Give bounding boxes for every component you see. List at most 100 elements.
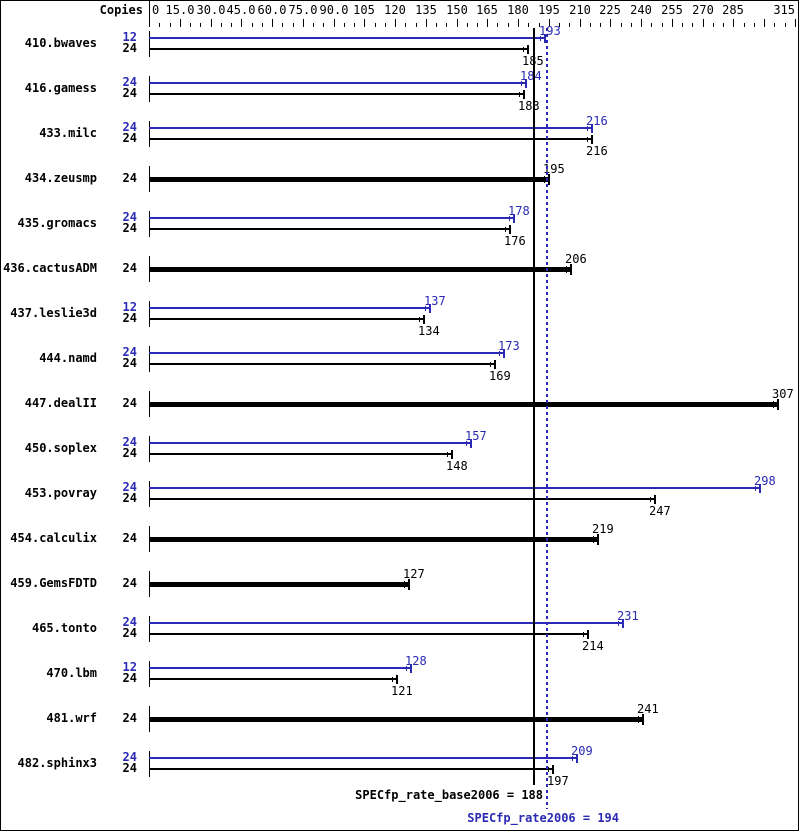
benchmark-label: 434.zeusmp — [24, 171, 97, 185]
ratio-value: 214 — [582, 639, 604, 653]
base-bar — [149, 717, 643, 722]
axis-major-tick — [549, 19, 550, 27]
bar-end-cap — [513, 214, 515, 223]
base-bar — [149, 177, 549, 182]
base-mean-caption: SPECfp_rate_base2006 = 188 — [355, 788, 543, 802]
ratio-value: 247 — [649, 504, 671, 518]
axis-major-tick — [764, 19, 765, 27]
axis-minor-tick — [692, 23, 693, 27]
copies-value: 24 — [122, 221, 137, 235]
bar-run-spread-tick — [650, 497, 651, 502]
benchmark-label: 454.calculix — [10, 531, 97, 545]
benchmark-label: 453.povray — [24, 486, 97, 500]
axis-minor-tick — [539, 23, 540, 27]
peak-bar — [149, 217, 514, 219]
bar-group-axis-stub — [149, 76, 150, 102]
ratio-value: 176 — [504, 234, 526, 248]
benchmark-label: 444.namd — [39, 351, 97, 365]
bar-group-axis-stub — [149, 121, 150, 147]
axis-minor-tick — [200, 23, 201, 27]
base-bar — [149, 582, 409, 587]
bar-end-cap — [509, 225, 511, 234]
ratio-value: 137 — [424, 294, 446, 308]
ratio-value: 216 — [586, 114, 608, 128]
copies-value: 24 — [122, 86, 137, 100]
base-bar — [149, 768, 553, 770]
axis-major-tick — [518, 19, 519, 27]
axis-minor-tick — [159, 23, 160, 27]
copies-value: 24 — [122, 671, 137, 685]
bar-group-axis-stub — [149, 346, 150, 372]
copies-value: 24 — [122, 576, 137, 590]
bar-end-cap — [552, 765, 554, 774]
bar-run-spread-tick — [404, 581, 405, 588]
axis-major-tick — [457, 19, 458, 27]
peak-bar — [149, 757, 577, 759]
bar-run-spread-tick — [509, 216, 510, 221]
bar-run-spread-tick — [519, 92, 520, 97]
copies-value: 24 — [122, 210, 137, 224]
bar-run-spread-tick — [425, 306, 426, 311]
ratio-value: 169 — [489, 369, 511, 383]
peak-bar — [149, 352, 504, 354]
peak-mean-caption: SPECfp_rate2006 = 194 — [467, 811, 619, 825]
base-bar — [149, 498, 655, 500]
axis-minor-tick — [323, 23, 324, 27]
base-mean-line — [533, 28, 535, 785]
base-bar — [149, 318, 424, 320]
bar-group-axis-stub — [149, 436, 150, 462]
bar-group-axis-stub — [149, 301, 150, 327]
benchmark-label: 433.milc — [39, 126, 97, 140]
axis-major-tick — [703, 19, 704, 27]
bar-end-cap — [759, 484, 761, 493]
base-bar — [149, 48, 528, 50]
bar-run-spread-tick — [544, 176, 545, 183]
bar-run-spread-tick — [572, 756, 573, 761]
axis-major-tick — [672, 19, 673, 27]
peak-bar — [149, 487, 760, 489]
ratio-value: 197 — [547, 774, 569, 788]
bar-run-spread-tick — [583, 632, 584, 637]
axis-minor-tick — [621, 23, 622, 27]
axis-major-tick — [487, 19, 488, 27]
bar-run-spread-tick — [618, 621, 619, 626]
bar-run-spread-tick — [499, 351, 500, 356]
bar-run-spread-tick — [566, 266, 567, 273]
axis-minor-tick — [713, 23, 714, 27]
benchmark-label: 410.bwaves — [24, 36, 97, 50]
copies-value: 24 — [122, 311, 137, 325]
benchmark-label: 447.dealII — [24, 396, 97, 410]
base-bar — [149, 678, 397, 680]
bar-run-spread-tick — [587, 137, 588, 142]
bar-run-spread-tick — [447, 452, 448, 457]
ratio-value: 178 — [508, 204, 530, 218]
bar-group-axis-stub — [149, 751, 150, 777]
bar-run-spread-tick — [540, 36, 541, 41]
bar-run-spread-tick — [638, 716, 639, 723]
ratio-value: 127 — [403, 567, 425, 581]
copies-value: 24 — [122, 75, 137, 89]
ratio-value: 184 — [520, 69, 542, 83]
axis-minor-tick — [631, 23, 632, 27]
axis-label-285: 285 — [722, 3, 744, 17]
axis-label-180: 180 — [507, 3, 529, 17]
axis-minor-tick — [405, 23, 406, 27]
bar-end-cap — [576, 754, 578, 763]
axis-minor-tick — [375, 23, 376, 27]
axis-minor-tick — [508, 23, 509, 27]
copies-value: 12 — [122, 660, 137, 674]
bar-run-spread-tick — [419, 317, 420, 322]
axis-label-120: 120 — [384, 3, 406, 17]
bar-run-spread-tick — [548, 767, 549, 772]
peak-bar — [149, 127, 592, 129]
axis-minor-tick — [497, 23, 498, 27]
copies-value: 24 — [122, 41, 137, 55]
peak-bar — [149, 37, 545, 39]
ratio-value: 219 — [592, 522, 614, 536]
axis-minor-tick — [170, 23, 171, 27]
copies-value: 24 — [122, 711, 137, 725]
benchmark-label: 450.soplex — [24, 441, 97, 455]
peak-bar — [149, 667, 411, 669]
axis-label-270: 270 — [692, 3, 714, 17]
axis-minor-tick — [385, 23, 386, 27]
